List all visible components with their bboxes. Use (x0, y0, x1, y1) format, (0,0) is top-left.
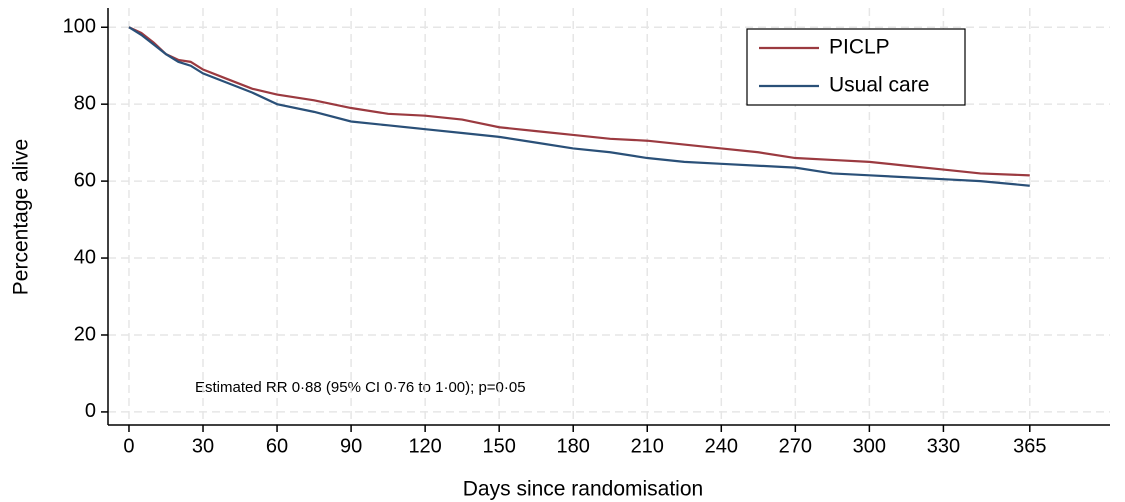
legend-label: PICLP (829, 36, 890, 59)
x-tick-label: 210 (631, 435, 664, 457)
y-tick-label: 80 (74, 92, 96, 114)
y-tick-label: 60 (74, 169, 96, 191)
x-tick-label: 365 (1013, 435, 1046, 457)
legend-box (746, 28, 966, 106)
y-tick-label: 0 (85, 400, 96, 422)
x-tick-label: 180 (557, 435, 590, 457)
x-tick-label: 60 (266, 435, 288, 457)
x-tick-label: 150 (482, 435, 515, 457)
y-axis-title: Percentage alive (10, 139, 33, 295)
y-tick-label: 20 (74, 323, 96, 345)
series-line (128, 26, 1030, 177)
x-tick-label: 120 (408, 435, 441, 457)
y-tick-label: 100 (63, 16, 96, 38)
annotation: Estimated RR 0·88 (95% CI 0·76 to 1·00);… (195, 379, 526, 396)
x-tick-label: 0 (123, 435, 134, 457)
x-tick-label: 330 (927, 435, 960, 457)
y-tick-label: 40 (74, 246, 96, 268)
x-tick-label: 240 (705, 435, 738, 457)
x-tick-label: 30 (192, 435, 214, 457)
x-axis-title: Days since randomisation (463, 478, 703, 501)
x-tick-label: 90 (340, 435, 362, 457)
series-line (128, 26, 1030, 187)
legend: PICLP Usual care (746, 28, 966, 106)
legend-label: Usual care (829, 74, 929, 97)
x-tick-label: 300 (853, 435, 886, 457)
x-tick-label: 270 (779, 435, 812, 457)
